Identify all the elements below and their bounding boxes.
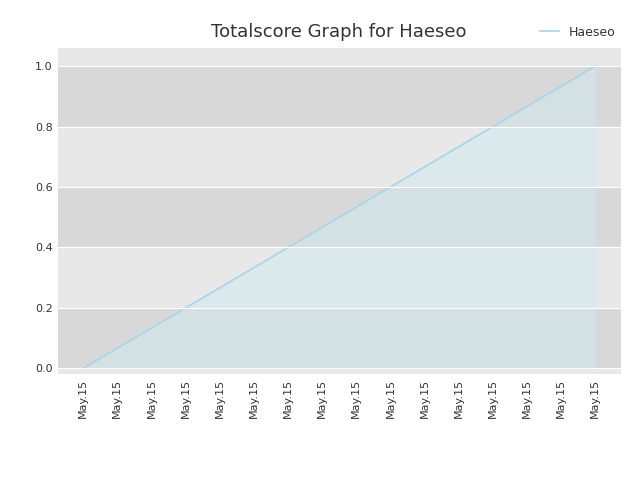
Haeseo — [284, 245, 292, 251]
Bar — [58, 187, 621, 248]
Haeseo — [591, 63, 599, 69]
Line: Haeseo: Haeseo — [83, 66, 595, 368]
Haeseo — [216, 285, 223, 291]
Haeseo — [420, 164, 428, 170]
Haeseo — [387, 184, 394, 190]
Haeseo — [318, 225, 326, 230]
Haeseo — [79, 365, 87, 371]
Haeseo — [489, 124, 497, 130]
Haeseo — [455, 144, 463, 150]
Bar — [58, 66, 621, 127]
Haeseo — [182, 305, 189, 311]
Haeseo — [113, 345, 121, 351]
Legend: Haeseo: Haeseo — [536, 21, 621, 44]
Haeseo — [557, 84, 565, 89]
Title: Totalscore Graph for Haeseo: Totalscore Graph for Haeseo — [211, 23, 467, 41]
Bar — [58, 308, 621, 368]
Haeseo — [523, 104, 531, 109]
Haeseo — [148, 325, 156, 331]
Haeseo — [250, 265, 258, 271]
Haeseo — [353, 204, 360, 210]
